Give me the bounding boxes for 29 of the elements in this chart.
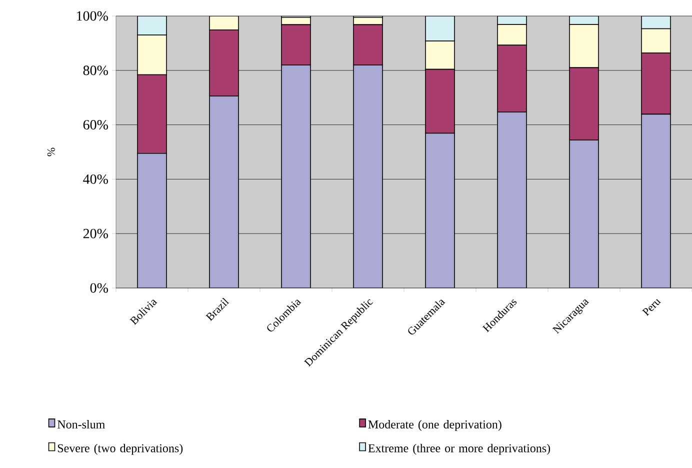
bar (641, 28, 671, 54)
y-tick-label: 40% (83, 174, 108, 184)
bar (641, 114, 671, 288)
bar (137, 34, 167, 76)
y-tick-label: 0% (90, 283, 108, 293)
legend-label: Non-slum (58, 420, 105, 428)
legend-label: Severe (two deprivations) (58, 444, 183, 455)
bar (569, 140, 599, 288)
y-tick-label: 100% (77, 11, 108, 21)
bar (209, 96, 239, 288)
y-tick-label: 80% (83, 66, 108, 76)
legend-label: Extreme (three or more deprivations) (368, 444, 550, 455)
bar (425, 16, 455, 42)
x-tick-label: Peru (642, 299, 661, 316)
bar (137, 16, 167, 36)
bar (497, 24, 527, 46)
bar (641, 16, 671, 30)
bar (209, 16, 239, 30)
y-tick-label: 60% (83, 120, 108, 130)
y-axis-title: % (47, 148, 55, 156)
bar (281, 64, 311, 288)
bar (497, 112, 527, 288)
bar (425, 132, 455, 288)
legend-label: Moderate (one deprivation) (368, 420, 502, 431)
bar (425, 40, 455, 70)
bar (137, 152, 167, 288)
bar (569, 24, 599, 68)
y-tick-label: 20% (83, 228, 108, 238)
bar (353, 64, 383, 288)
